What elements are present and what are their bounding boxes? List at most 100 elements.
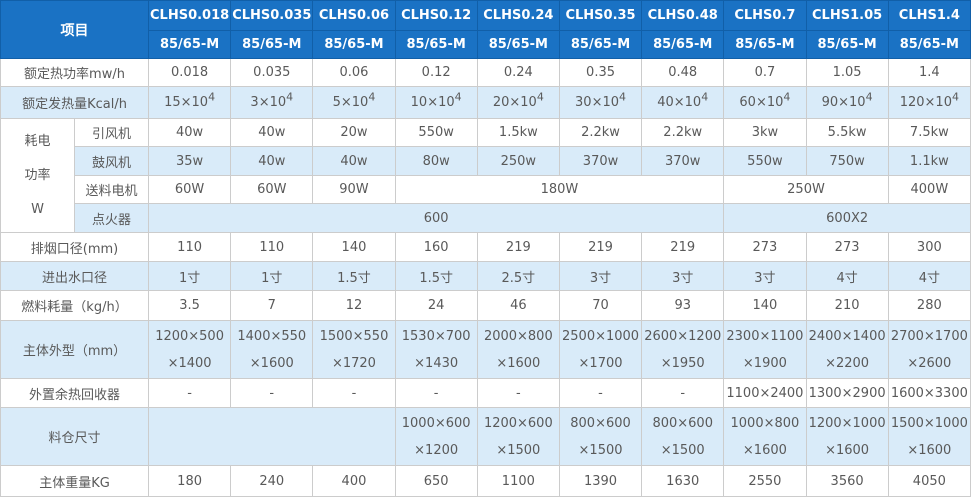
value-cell: 110	[230, 232, 314, 262]
column-header-pressure: 85/65-M	[558, 30, 643, 59]
value-cell: 1寸	[147, 261, 232, 291]
value-cell: 273	[805, 232, 889, 262]
value-cell: 110	[147, 232, 232, 262]
value-cell: 7	[230, 290, 314, 321]
column-header-model: CLHS0.018	[147, 0, 232, 31]
table-row: 排烟口径(mm) 110 110 140 160 219 219 219 273 273 300	[0, 232, 971, 262]
value-cell: 1000×600 ×1200	[394, 407, 478, 466]
value-cell: 2600×1200 ×1950	[641, 320, 725, 379]
value-cell: -	[147, 378, 232, 408]
value-cell: 24	[394, 290, 478, 321]
sub-row-label: 点火器	[74, 203, 149, 233]
table-row: 额定热功率mw/h 0.018 0.035 0.06 0.12 0.24 0.35 0.48 0…	[0, 58, 971, 87]
value-cell: 750w	[805, 146, 889, 176]
value-cell: 10×104	[394, 86, 478, 119]
value-cell: 1630	[641, 465, 725, 497]
value-cell: 4050	[887, 465, 971, 497]
value-cell: 1.05	[805, 58, 889, 87]
value-cell: 80w	[394, 146, 478, 176]
column-header-pressure: 85/65-M	[312, 30, 396, 59]
value-cell: 40w	[147, 118, 232, 147]
column-header-model: CLHS0.48	[641, 0, 725, 31]
header-row-models: 项目 CLHS0.018 CLHS0.035 CLHS0.06 CLHS0.12 CLH…	[0, 0, 971, 59]
column-header-model: CLHS1.4	[887, 0, 971, 31]
value-cell: 90W	[312, 175, 396, 204]
value-cell: 1100×2400	[723, 378, 807, 408]
value-cell: 60W	[230, 175, 314, 204]
value-cell: 1200×500 ×1400	[147, 320, 232, 379]
column-header-model: CLHS1.05	[805, 0, 889, 31]
value-cell: 1400×550 ×1600	[230, 320, 314, 379]
value-cell: 0.48	[641, 58, 725, 87]
column-header-pressure: 85/65-M	[394, 30, 478, 59]
table-row: 燃料耗量（kg/h） 3.5 7 12 24 46 70 93 140 210 280	[0, 290, 971, 321]
value-cell: 1.5寸	[312, 261, 396, 291]
value-cell: 3寸	[641, 261, 725, 291]
value-cell: 1.5寸	[394, 261, 478, 291]
value-cell: 2500×1000 ×1700	[558, 320, 643, 379]
value-cell: 140	[312, 232, 396, 262]
value-cell: 600X2	[723, 203, 971, 233]
spec-table-body: 额定热功率mw/h 0.018 0.035 0.06 0.12 0.24 0.35 0.48 0…	[0, 58, 971, 497]
table-row: 进出水口径 1寸 1寸 1.5寸 1.5寸 2.5寸 3寸 3寸 3寸 4寸 4寸	[0, 261, 971, 291]
value-cell: 600	[147, 203, 725, 233]
value-cell: 4寸	[887, 261, 971, 291]
value-cell: 2.2kw	[641, 118, 725, 147]
column-header-model: CLHS0.35	[558, 0, 643, 31]
row-label: 主体外型（mm）	[0, 320, 149, 379]
value-cell: 1500×550 ×1720	[312, 320, 396, 379]
sub-row-label: 送料电机	[74, 175, 149, 204]
value-cell: -	[394, 378, 478, 408]
corner-label: 项目	[0, 0, 149, 59]
value-cell: 2700×1700 ×2600	[887, 320, 971, 379]
table-row: 耗电 功率 W 引风机 40w 40w 20w 550w 1.5kw 2.2kw 2.2kw 3kw 5…	[0, 118, 971, 233]
value-cell: 7.5kw	[887, 118, 971, 147]
value-cell: 219	[558, 232, 643, 262]
value-cell: -	[476, 378, 560, 408]
value-cell: -	[641, 378, 725, 408]
row-label: 排烟口径(mm)	[0, 232, 149, 262]
value-cell: 400W	[887, 175, 971, 204]
value-cell: 90×104	[805, 86, 889, 119]
value-cell: 40w	[312, 146, 396, 176]
value-cell: 2.2kw	[558, 118, 643, 147]
value-cell: 0.7	[723, 58, 807, 87]
value-cell: 1200×600 ×1500	[476, 407, 560, 466]
value-cell: 2400×1400 ×2200	[805, 320, 889, 379]
value-cell: 5.5kw	[805, 118, 889, 147]
value-cell: 1390	[558, 465, 643, 497]
value-cell: 1200×1000 ×1600	[805, 407, 889, 466]
value-cell: 2300×1100 ×1900	[723, 320, 807, 379]
table-row: 额定发热量Kcal/h 15×104 3×104 5×104 10×104 20×104 3…	[0, 86, 971, 119]
value-cell: 0.06	[312, 58, 396, 87]
value-cell: 3560	[805, 465, 889, 497]
value-cell: 20w	[312, 118, 396, 147]
value-cell: 46	[476, 290, 560, 321]
value-cell: 60W	[147, 175, 232, 204]
value-cell: 370w	[558, 146, 643, 176]
value-cell: 30×104	[558, 86, 643, 119]
row-label: 额定发热量Kcal/h	[0, 86, 149, 119]
column-header-pressure: 85/65-M	[805, 30, 889, 59]
sub-row-label: 引风机	[74, 118, 149, 147]
value-cell: 3×104	[230, 86, 314, 119]
column-header-pressure: 85/65-M	[887, 30, 971, 59]
table-row: 外置余热回收器 - - - - - - -1100×2400 1300×2900 1600×330…	[0, 378, 971, 408]
column-header-pressure: 85/65-M	[230, 30, 314, 59]
sub-row-label: 鼓风机	[74, 146, 149, 176]
value-cell: 219	[641, 232, 725, 262]
value-cell: 3.5	[147, 290, 232, 321]
value-cell: 1530×700 ×1430	[394, 320, 478, 379]
value-cell: 1.5kw	[476, 118, 560, 147]
value-cell: 2000×800 ×1600	[476, 320, 560, 379]
value-cell: 160	[394, 232, 478, 262]
value-cell: 800×600 ×1500	[641, 407, 725, 466]
row-label: 进出水口径	[0, 261, 149, 291]
value-cell: 1000×800 ×1600	[723, 407, 807, 466]
spec-table-header: 项目 CLHS0.018 CLHS0.035 CLHS0.06 CLHS0.12 CLH…	[0, 0, 971, 59]
value-cell: 0.35	[558, 58, 643, 87]
column-header-model: CLHS0.06	[312, 0, 396, 31]
value-cell: 15×104	[147, 86, 232, 119]
row-label: 燃料耗量（kg/h）	[0, 290, 149, 321]
